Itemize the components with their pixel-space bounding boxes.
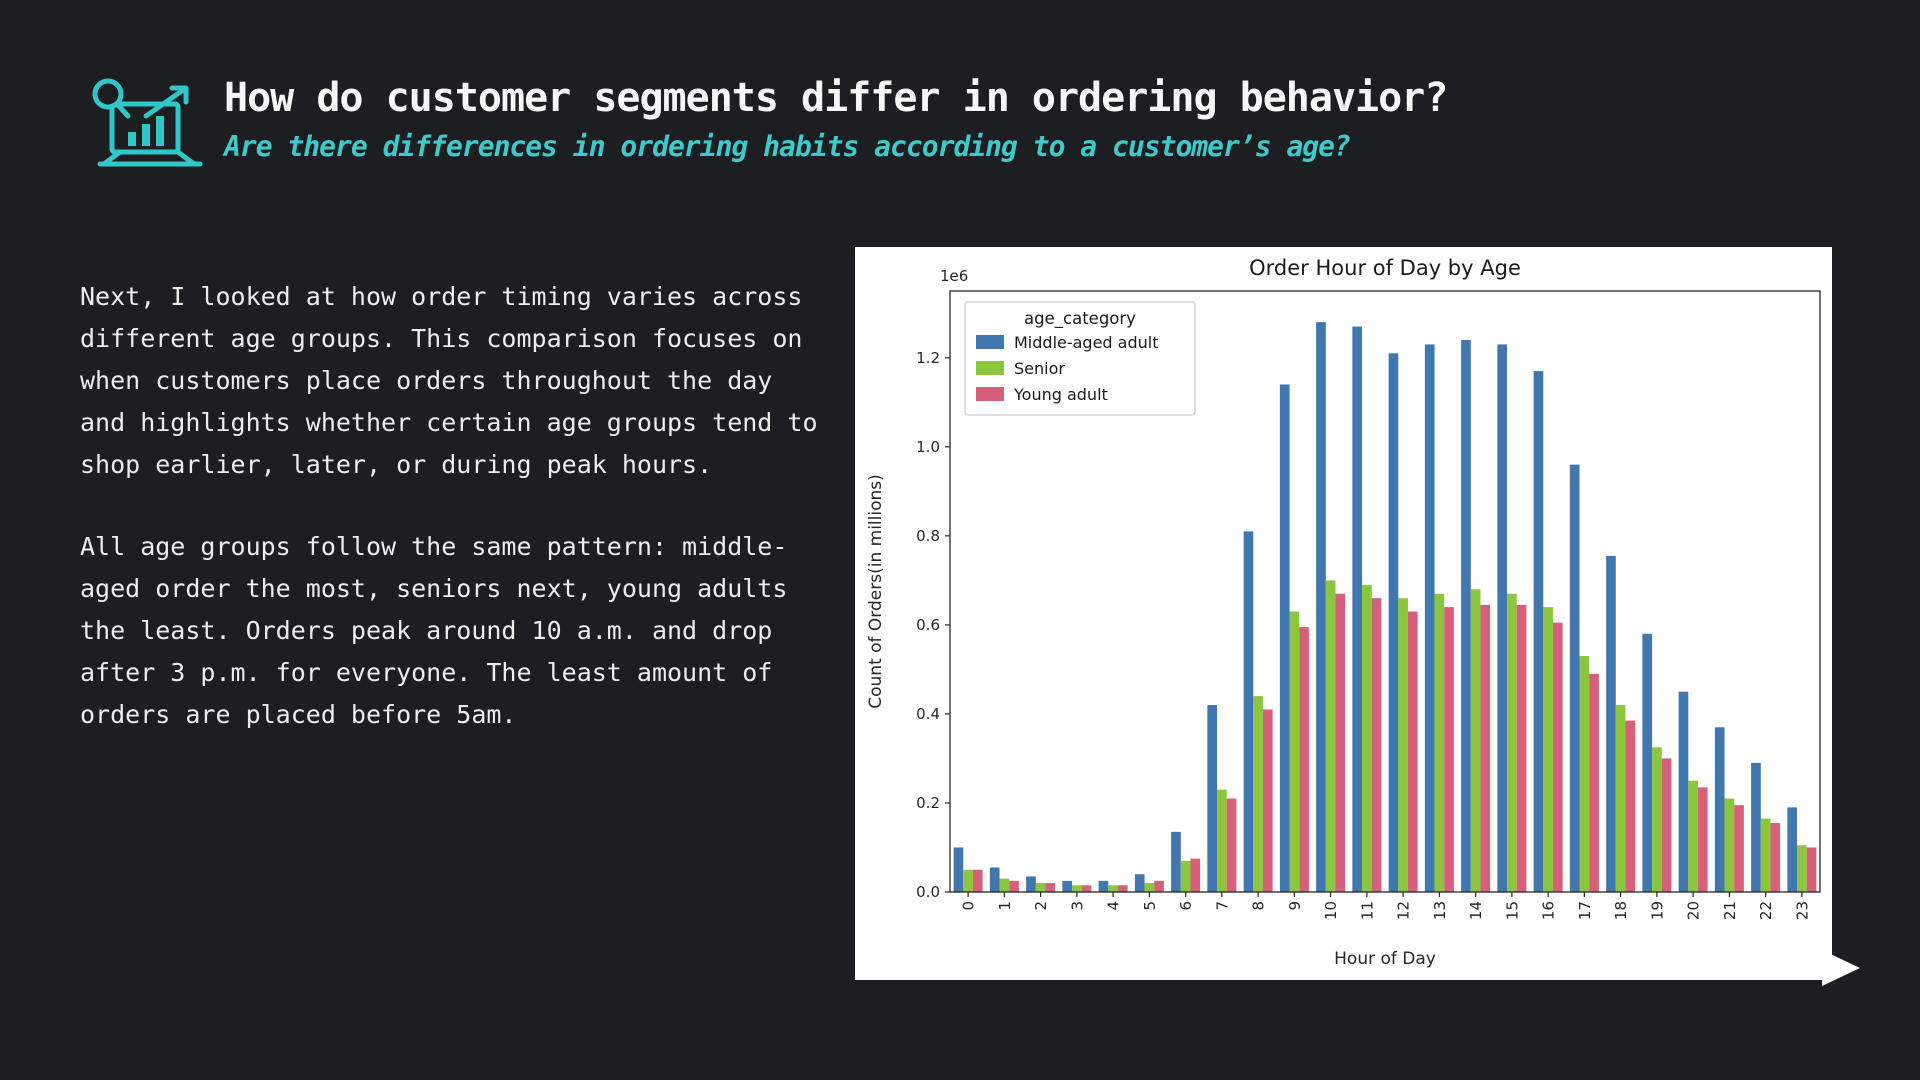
bar-chart: Order Hour of Day by Age 1e6 0.0 0.2 0.4 0.6 0… bbox=[855, 247, 1832, 980]
chart-magnifier-growth-icon bbox=[90, 76, 208, 174]
svg-text:0.4: 0.4 bbox=[916, 705, 940, 723]
svg-text:17: 17 bbox=[1576, 901, 1594, 920]
svg-text:Senior: Senior bbox=[1014, 359, 1065, 378]
svg-text:2: 2 bbox=[1032, 901, 1050, 911]
svg-text:19: 19 bbox=[1648, 901, 1666, 920]
svg-text:6: 6 bbox=[1177, 901, 1195, 911]
chart-panel: Order Hour of Day by Age 1e6 0.0 0.2 0.4 0.6 0… bbox=[855, 247, 1832, 980]
title-block: How do customer segments differ in order… bbox=[224, 76, 1724, 163]
body-paragraph-1: Next, I looked at how order timing varie… bbox=[80, 282, 818, 479]
svg-text:13: 13 bbox=[1431, 901, 1449, 920]
svg-text:1: 1 bbox=[996, 901, 1014, 911]
svg-text:Middle-aged adult: Middle-aged adult bbox=[1014, 333, 1159, 352]
svg-text:15: 15 bbox=[1503, 901, 1521, 920]
svg-text:7: 7 bbox=[1213, 901, 1231, 911]
svg-text:21: 21 bbox=[1721, 901, 1739, 920]
svg-text:1.2: 1.2 bbox=[916, 349, 940, 367]
svg-text:0.0: 0.0 bbox=[916, 883, 940, 901]
svg-text:10: 10 bbox=[1322, 901, 1340, 920]
svg-text:0: 0 bbox=[960, 901, 978, 911]
svg-text:0.2: 0.2 bbox=[916, 794, 940, 812]
svg-text:12: 12 bbox=[1395, 901, 1413, 920]
svg-text:8: 8 bbox=[1250, 901, 1268, 911]
svg-text:14: 14 bbox=[1467, 901, 1485, 920]
svg-text:16: 16 bbox=[1540, 901, 1558, 920]
svg-text:20: 20 bbox=[1685, 901, 1703, 920]
svg-text:age_category: age_category bbox=[1024, 309, 1136, 329]
right-arrow-icon[interactable] bbox=[1769, 936, 1865, 1002]
svg-text:0.8: 0.8 bbox=[916, 527, 940, 545]
svg-text:1e6: 1e6 bbox=[940, 267, 968, 285]
svg-text:0.6: 0.6 bbox=[916, 616, 940, 634]
svg-text:Order Hour of Day by Age: Order Hour of Day by Age bbox=[1249, 256, 1521, 280]
svg-text:5: 5 bbox=[1141, 901, 1159, 911]
svg-text:Count of Orders(in millions): Count of Orders(in millions) bbox=[866, 474, 886, 709]
narrative-text: Next, I looked at how order timing varie… bbox=[80, 276, 820, 736]
svg-text:Hour of Day: Hour of Day bbox=[1334, 949, 1436, 969]
body-paragraph-2: All age groups follow the same pattern: … bbox=[80, 532, 788, 729]
svg-text:22: 22 bbox=[1757, 901, 1775, 920]
page-subtitle: Are there differences in ordering habits… bbox=[224, 130, 1351, 163]
svg-text:23: 23 bbox=[1793, 901, 1811, 920]
svg-text:9: 9 bbox=[1286, 901, 1304, 911]
page-title: How do customer segments differ in order… bbox=[224, 75, 1448, 121]
svg-text:3: 3 bbox=[1068, 901, 1086, 911]
svg-text:11: 11 bbox=[1358, 901, 1376, 920]
svg-text:Young adult: Young adult bbox=[1013, 385, 1108, 404]
svg-text:4: 4 bbox=[1105, 901, 1123, 911]
svg-text:1.0: 1.0 bbox=[916, 438, 940, 456]
svg-text:18: 18 bbox=[1612, 901, 1630, 920]
